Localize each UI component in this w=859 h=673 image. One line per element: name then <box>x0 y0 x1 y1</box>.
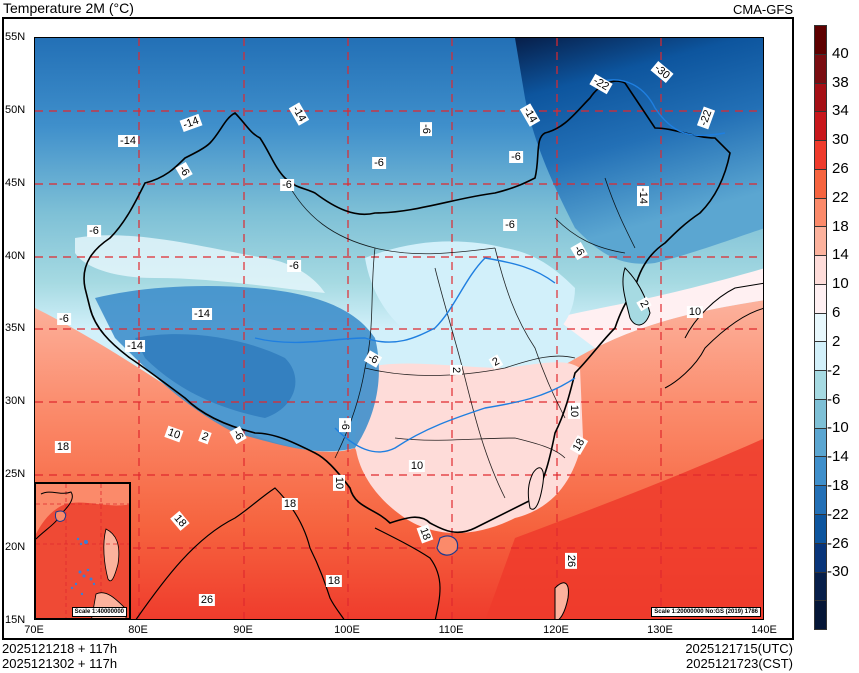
colorbar-segment <box>815 371 826 400</box>
colorbar-segment <box>815 83 826 113</box>
lon-label: 120E <box>543 624 569 636</box>
model-name: CMA-GFS <box>733 2 793 17</box>
lat-label: 55N <box>5 31 26 43</box>
contour-label: 10 <box>568 402 580 420</box>
contour-label: 18 <box>54 441 72 453</box>
colorbar-tick-label: 6 <box>832 304 841 322</box>
colorbar-segment <box>815 26 826 55</box>
scale-main: Scale 1:20000000 No:GS (2019) 1786 <box>651 607 761 617</box>
lat-label: 20N <box>5 541 26 553</box>
colorbar-segment <box>815 54 826 84</box>
init-time-utc: 2025121218 + 117h <box>2 641 118 656</box>
lat-label: 30N <box>5 395 26 407</box>
lon-label: 110E <box>438 624 464 636</box>
colorbar-tick-label: 14 <box>832 246 849 264</box>
valid-time-cst: 2025121723(CST) <box>686 656 793 671</box>
colorbar-segment <box>815 112 826 142</box>
graticule <box>35 38 763 619</box>
colorbar-tick-label: 40 <box>832 44 849 62</box>
colorbar-tick-label: -30 <box>827 563 849 581</box>
contour-label: -6 <box>280 179 294 191</box>
colorbar-tick-label: -2 <box>827 361 841 379</box>
contour-label: -6 <box>503 219 517 231</box>
contour-label: 18 <box>281 498 299 510</box>
lon-label: 140E <box>751 624 777 636</box>
colorbar-tick-label: -14 <box>827 448 849 466</box>
lon-label: 100E <box>334 624 360 636</box>
lat-label: 45N <box>5 177 26 189</box>
colorbar-tick-label: -10 <box>827 419 849 437</box>
colorbar-tick-label: -22 <box>827 505 849 523</box>
colorbar-tick-label: 18 <box>832 217 849 235</box>
colorbar-tick-label: 34 <box>832 102 849 120</box>
lon-label: 80E <box>128 624 148 636</box>
contour-label: 18 <box>325 575 343 587</box>
contour-label: -6 <box>420 122 432 136</box>
lat-label: 50N <box>5 104 26 116</box>
lat-label: 25N <box>5 468 26 480</box>
colorbar <box>814 25 827 630</box>
contour-label: -14 <box>125 340 145 352</box>
colorbar-segment <box>815 284 826 314</box>
temperature-map: -14 -14 -14 -6 -6 -6 -6 -6 -6 -14 -6 -6 -22 -30 -22 -14… <box>34 37 764 620</box>
colorbar-tick-label: -6 <box>827 390 841 408</box>
contour-label: -6 <box>372 157 386 169</box>
colorbar-tick-label: 26 <box>832 160 849 178</box>
colorbar-segment <box>815 486 826 516</box>
colorbar-segment <box>815 198 826 228</box>
lat-label: 40N <box>5 250 26 262</box>
valid-time-utc: 2025121715(UTC) <box>685 641 793 656</box>
map-fill <box>35 38 763 619</box>
colorbar-segment <box>815 543 826 573</box>
inset-map <box>36 484 129 618</box>
contour-label: 2 <box>450 364 462 376</box>
colorbar-segment <box>815 572 826 602</box>
colorbar-tick-label: 30 <box>832 131 849 149</box>
lat-label: 35N <box>5 322 26 334</box>
contour-label: -6 <box>87 225 101 237</box>
colorbar-tick-label: 22 <box>832 188 849 206</box>
colorbar-tick-label: -26 <box>827 534 849 552</box>
colorbar-segment <box>815 515 826 544</box>
colorbar-segment <box>815 601 826 630</box>
lon-label: 130E <box>647 624 673 636</box>
scale-inset: Scale 1:40000000 <box>71 607 127 617</box>
lat-label: 15N <box>5 614 26 626</box>
contour-label: 26 <box>565 552 577 570</box>
colorbar-segment <box>815 169 826 199</box>
colorbar-segment <box>815 428 826 458</box>
colorbar-segment <box>815 342 826 372</box>
colorbar-segment <box>815 141 826 170</box>
colorbar-tick-label: 10 <box>832 275 849 293</box>
colorbar-segment <box>815 256 826 285</box>
contour-label: -14 <box>637 186 649 206</box>
colorbar-tick-label: 38 <box>832 73 849 91</box>
init-time-cst: 2025121302 + 117h <box>2 656 118 671</box>
colorbar-segment <box>815 313 826 343</box>
colorbar-tick-label: -18 <box>827 476 849 494</box>
colorbar-segment <box>815 457 826 487</box>
south-china-sea-inset: Scale 1:40000000 <box>34 482 131 620</box>
lon-label: 90E <box>233 624 253 636</box>
contour-label: -6 <box>57 313 71 325</box>
colorbar-tick-label: 2 <box>832 332 841 350</box>
contour-label: -6 <box>287 260 301 272</box>
contour-label: -14 <box>192 308 212 320</box>
contour-label: 10 <box>686 306 704 318</box>
contour-label: -6 <box>339 418 351 432</box>
contour-label: -14 <box>118 135 138 147</box>
colorbar-segment <box>815 399 826 429</box>
contour-label: 10 <box>333 474 345 492</box>
plot-frame <box>2 17 794 640</box>
contour-label: -6 <box>509 151 523 163</box>
chart-title: Temperature 2M (°C) <box>3 0 134 16</box>
contour-label: 26 <box>198 594 216 606</box>
contour-label: 10 <box>408 460 426 472</box>
lon-label: 70E <box>24 624 44 636</box>
colorbar-segment <box>815 227 826 257</box>
